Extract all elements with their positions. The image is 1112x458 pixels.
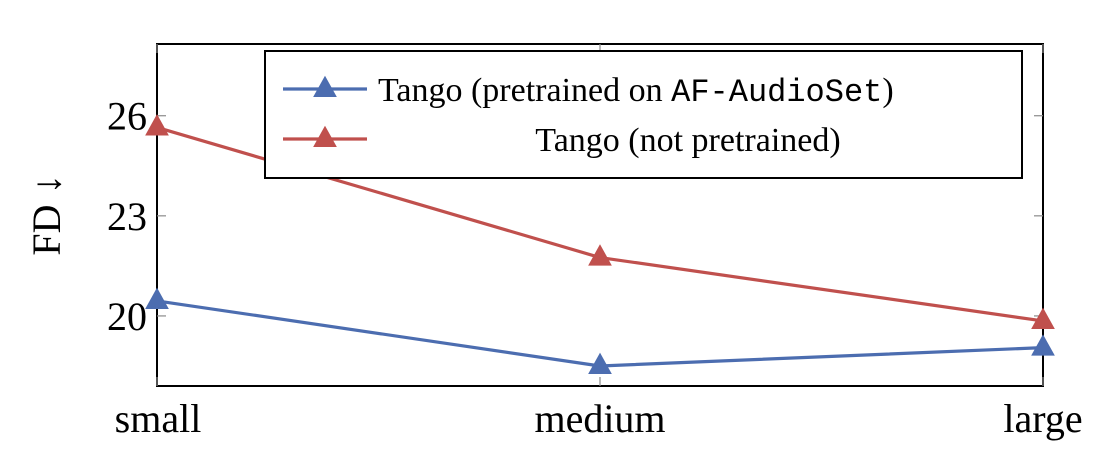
y-axis-title: FD ↓ <box>24 174 69 255</box>
legend-entry-1: Tango (pretrained on AF-AudioSet) <box>283 72 894 111</box>
data-point <box>145 114 169 136</box>
legend-marker <box>313 75 337 98</box>
y-tick-label: 20 <box>107 294 147 339</box>
data-point <box>1031 334 1055 356</box>
legend: Tango (pretrained on AF-AudioSet) Tango (… <box>264 50 1023 179</box>
y-tick-label: 23 <box>107 194 147 239</box>
legend-entry-2: Tango (not pretrained) <box>283 122 841 159</box>
legend-box <box>264 50 1023 179</box>
series-layer <box>145 114 1055 375</box>
legend-label: Tango (pretrained on AF-AudioSet) <box>378 72 894 111</box>
axes: small medium large 20 23 26 FD ↓ <box>24 43 1083 441</box>
y-tick-label: 26 <box>107 94 147 139</box>
x-tick-label: medium <box>534 396 665 441</box>
data-point <box>145 287 169 309</box>
x-tick-label: large <box>1003 396 1082 441</box>
series-1 <box>145 287 1055 375</box>
data-point <box>588 244 612 266</box>
legend-marker <box>313 125 337 148</box>
x-tick-label: small <box>115 396 202 441</box>
data-point <box>1031 307 1055 329</box>
data-point <box>588 352 612 375</box>
legend-label: Tango (not pretrained) <box>535 122 840 159</box>
